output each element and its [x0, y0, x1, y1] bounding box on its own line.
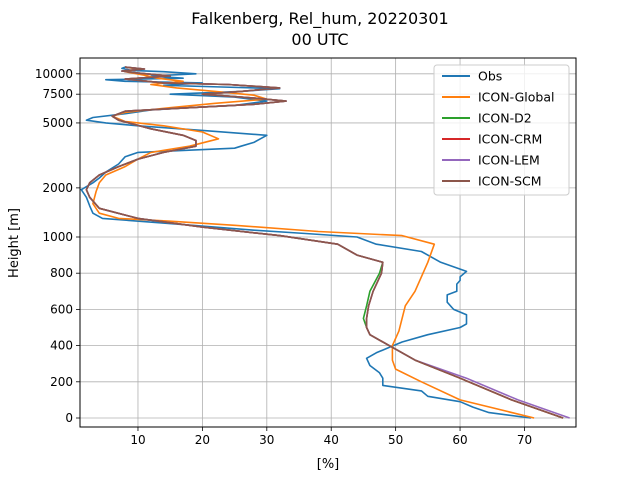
- x-tick-label: 70: [517, 433, 532, 447]
- legend-label: ICON-D2: [478, 111, 532, 126]
- chart-title: Falkenberg, Rel_hum, 20220301: [191, 9, 448, 29]
- plot-frame: [79, 57, 577, 428]
- legend-label: ICON-Global: [478, 90, 554, 105]
- y-tick-label: 10000: [35, 67, 73, 81]
- y-tick-label: 5000: [42, 116, 73, 130]
- y-tick-label: 400: [50, 339, 73, 353]
- y-axis-ticks: 0 200 400 600 800 1000 2000 5000 7500 10000: [35, 67, 80, 425]
- y-tick-label: 1000: [42, 230, 73, 244]
- x-axis-ticks: 10 20 30 40 50 60 70: [130, 427, 532, 447]
- legend: Obs ICON-Global ICON-D2 ICON-CRM ICON-LEM ICO…: [433, 64, 570, 196]
- series-line-icon-global: [92, 66, 535, 419]
- x-tick-label: 40: [324, 433, 339, 447]
- chart-subtitle: 00 UTC: [291, 30, 348, 49]
- x-tick-label: 20: [195, 433, 210, 447]
- y-tick-label: 200: [50, 375, 73, 389]
- grid-lines: [80, 58, 576, 427]
- series-line-icon-scm: [85, 66, 564, 419]
- legend-label: Obs: [478, 69, 502, 84]
- y-tick-label: 0: [65, 411, 73, 425]
- y-tick-label: 600: [50, 302, 73, 316]
- series-lines: [80, 66, 570, 419]
- x-tick-label: 60: [452, 433, 467, 447]
- legend-label: ICON-CRM: [478, 132, 542, 147]
- x-tick-label: 10: [130, 433, 145, 447]
- y-tick-label: 7500: [42, 87, 73, 101]
- legend-label: ICON-SCM: [478, 174, 542, 189]
- y-axis-label: Height [m]: [7, 208, 22, 278]
- x-tick-label: 30: [259, 433, 274, 447]
- y-tick-label: 2000: [42, 181, 73, 195]
- x-axis-label: [%]: [317, 457, 340, 472]
- x-tick-label: 50: [388, 433, 403, 447]
- y-tick-label: 800: [50, 266, 73, 280]
- legend-label: ICON-LEM: [478, 153, 540, 168]
